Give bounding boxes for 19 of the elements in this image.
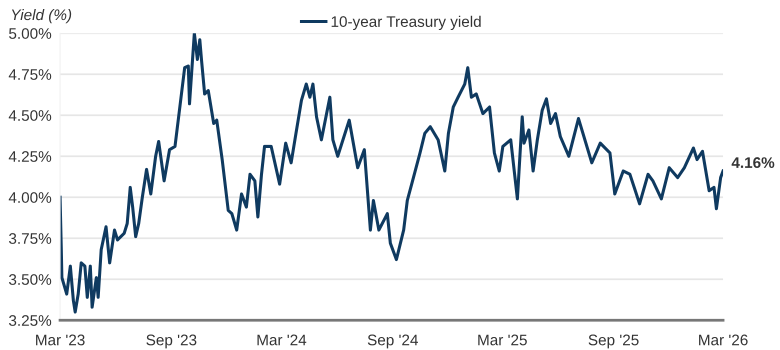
- y-tick-label: 4.25%: [8, 151, 52, 162]
- y-tick-label: 3.50%: [8, 274, 52, 285]
- y-tick-label: 4.50%: [8, 110, 52, 121]
- line-series: [60, 33, 724, 314]
- x-tick-label: Sep '23: [146, 334, 196, 348]
- y-tick-label: 5.00%: [9, 28, 52, 39]
- y-tick-label: 3.75%: [8, 233, 52, 244]
- x-tick-label: Mar '25: [478, 334, 527, 346]
- y-tick-label: 3.25%: [8, 315, 52, 326]
- x-tick-label: Mar '23: [36, 334, 85, 346]
- annotation: 4.16%: [732, 157, 774, 168]
- x-tick-label: Mar '26: [699, 334, 748, 346]
- y-tick-label: 4.75%: [8, 69, 52, 80]
- y-tick-label: 4.00%: [8, 192, 52, 203]
- x-tick-label: Sep '24: [368, 334, 418, 348]
- x-tick-label: Sep '25: [588, 334, 639, 348]
- legend-label: 10-year Treasury yield: [332, 16, 481, 30]
- x-tick-label: Mar '24: [257, 334, 306, 346]
- y-axis-title: Yield (%): [12, 8, 72, 24]
